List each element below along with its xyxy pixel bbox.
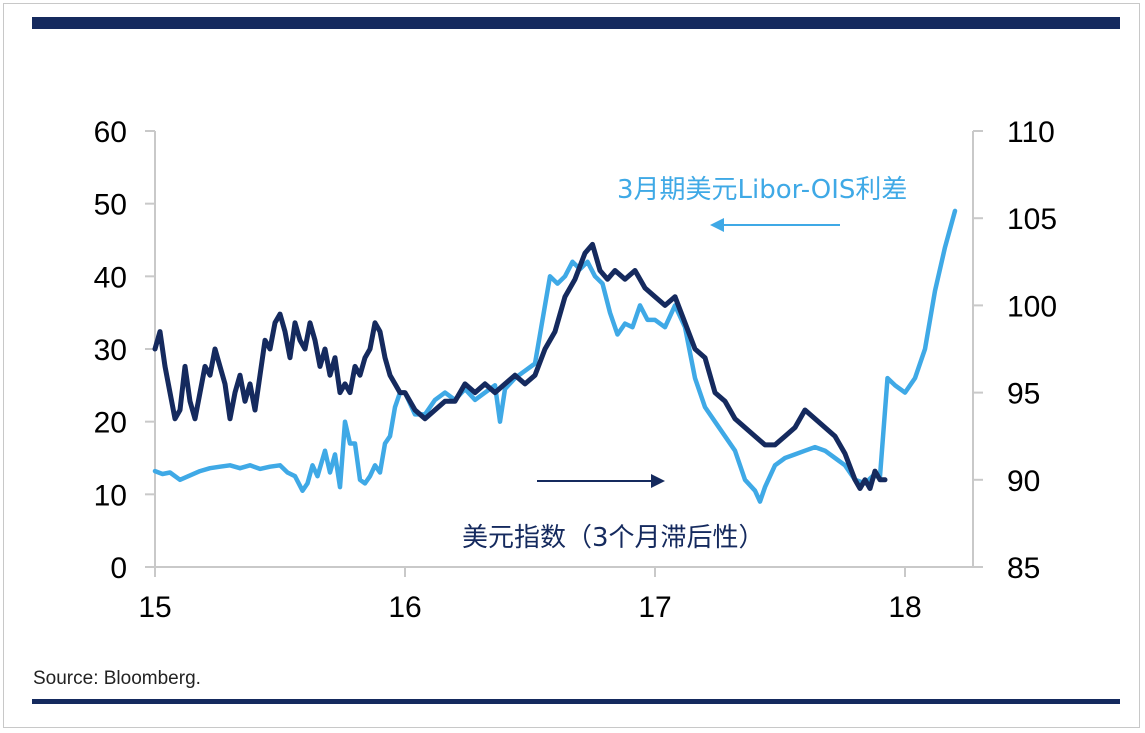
left-tick-label: 40 — [94, 261, 127, 294]
right-tick-label: 95 — [1007, 378, 1040, 411]
x-tick-label: 17 — [638, 591, 671, 624]
right-tick-label: 85 — [1007, 552, 1040, 585]
right-tick-label: 110 — [1007, 116, 1055, 149]
series-line-libor-ois — [152, 208, 958, 504]
x-tick-label: 15 — [138, 591, 171, 624]
arrow-right-head — [651, 474, 665, 488]
x-axis-ticks: 15 16 17 18 — [138, 567, 922, 624]
left-tick-label: 60 — [94, 116, 127, 149]
header-bar — [32, 17, 1120, 29]
chart-frame — [3, 3, 1140, 728]
left-tick-label: 0 — [110, 552, 127, 585]
right-axis-ticks: 110 105 100 95 90 85 — [973, 116, 1057, 585]
left-tick-label: 50 — [94, 189, 127, 222]
right-tick-label: 105 — [1007, 203, 1057, 236]
x-tick-label: 18 — [888, 591, 921, 624]
x-tick-label: 16 — [388, 591, 421, 624]
series-lines — [152, 208, 958, 504]
footer-bar — [32, 699, 1120, 704]
annotation-libor-ois: 3月期美元Libor-OIS利差 — [617, 175, 907, 205]
left-tick-label: 30 — [94, 334, 127, 367]
right-tick-label: 100 — [1007, 290, 1057, 323]
annotation-usd-index: 美元指数（3个月滞后性） — [462, 523, 765, 553]
left-axis-ticks: 60 50 40 30 20 10 0 — [94, 116, 155, 585]
right-tick-label: 90 — [1007, 465, 1040, 498]
arrow-left-head — [710, 218, 724, 232]
series-line-usd-index — [152, 241, 888, 491]
left-tick-label: 20 — [94, 407, 127, 440]
source-note: Source: Bloomberg. — [33, 668, 201, 689]
left-tick-label: 10 — [94, 479, 127, 512]
